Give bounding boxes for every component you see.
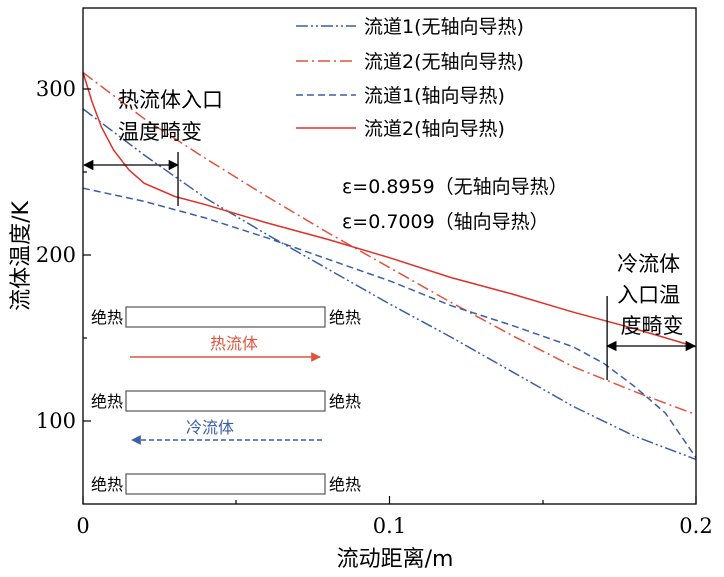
series-line-channel2-no-axial <box>82 71 697 416</box>
wall-middle <box>125 390 326 412</box>
flow-schematic: 绝热 绝热 绝热 绝热 绝热 绝热 热流体 冷流体 <box>91 306 361 495</box>
adiabatic-label-mid-left: 绝热 <box>91 392 123 411</box>
adiabatic-label-bot-left: 绝热 <box>91 475 123 494</box>
adiabatic-label-top-left: 绝热 <box>91 308 123 327</box>
y-tick-label-300: 300 <box>36 77 76 101</box>
plot-frame <box>82 7 697 505</box>
legend-label-0: 流道1(无轴向导热) <box>364 16 524 38</box>
hot-inlet-label: 热流体入口 温度畸变 <box>118 88 230 144</box>
x-tick-label-2: 0.2 <box>679 514 712 538</box>
hot-fluid-label: 热流体 <box>210 334 258 353</box>
y-axis-title: 流体温度/K <box>9 201 34 311</box>
legend: 流道1(无轴向导热) 流道2(无轴向导热) 流道1(轴向导热) 流道2(轴向导热… <box>296 16 524 140</box>
x-ticks <box>82 496 697 504</box>
epsilon-axial: ε=0.7009（轴向导热） <box>342 211 549 233</box>
legend-label-2: 流道1(轴向导热) <box>364 85 505 107</box>
cold-fluid-label: 冷流体 <box>186 418 234 437</box>
x-axis-title: 流动距离/m <box>337 547 454 572</box>
wall-top <box>125 306 326 328</box>
x-tick-label-1: 0.1 <box>373 514 406 538</box>
wall-bottom <box>125 473 326 495</box>
y-tick-label-200: 200 <box>36 243 76 267</box>
adiabatic-label-top-right: 绝热 <box>329 308 361 327</box>
y-tick-label-100: 100 <box>36 409 76 433</box>
y-ticks <box>83 88 91 422</box>
adiabatic-label-bot-right: 绝热 <box>329 475 361 494</box>
legend-label-3: 流道2(轴向导热) <box>364 118 505 140</box>
x-tick-label-0: 0 <box>76 514 89 538</box>
series-line-channel2-axial <box>82 72 697 348</box>
legend-label-1: 流道2(无轴向导热) <box>364 51 524 73</box>
cold-inlet-label: 冷流体 入口温 度畸变 <box>617 252 687 338</box>
adiabatic-label-mid-right: 绝热 <box>329 392 361 411</box>
series-layer <box>82 71 697 461</box>
series-line-channel1-no-axial <box>82 108 697 461</box>
series-line-channel1-axial <box>82 187 697 459</box>
epsilon-no-axial: ε=0.8959（无轴向导热） <box>342 176 568 198</box>
